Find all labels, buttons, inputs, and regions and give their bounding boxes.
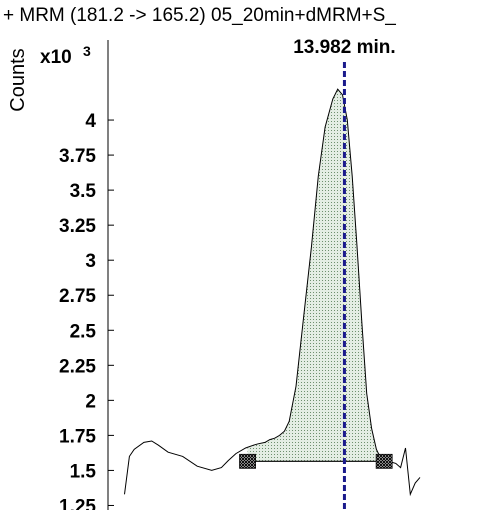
y-tick-label: 3.75 [59, 146, 96, 167]
y-tick-label: 1.25 [59, 496, 96, 510]
y-tick-label: 2 [85, 391, 96, 412]
trace [124, 88, 421, 497]
y-tick-label: 3.25 [59, 216, 96, 237]
chart-title: + MRM (181.2 -> 165.2) 05_20min+dMRM+S_ [3, 5, 396, 26]
y-tick-label: 2.5 [70, 321, 97, 342]
retention-time-label: 13.982 min. [293, 37, 395, 58]
trace-line [124, 88, 421, 497]
y-multiplier-label: x10 3 [40, 43, 91, 68]
y-axis-ticks: 1.25 1.5 1.75 2 2.25 2.5 2.75 3 3.25 3.5 3.75 4 [59, 111, 114, 510]
y-tick-label: 3 [85, 251, 96, 272]
integration-start-marker [239, 453, 256, 469]
y-tick-label: 2.75 [59, 286, 96, 307]
integration-end-marker [375, 453, 393, 469]
y-tick-label: 4 [85, 111, 96, 132]
y-tick-label: 2.25 [59, 356, 96, 377]
y-axis-label: Counts [7, 48, 29, 111]
y-multiplier-exponent: 3 [83, 43, 91, 59]
y-multiplier-base: x10 [40, 47, 72, 68]
y-tick-label: 3.5 [70, 181, 97, 202]
y-tick-label: 1.75 [59, 426, 96, 447]
y-tick-label: 1.5 [70, 461, 97, 482]
integration-markers [239, 453, 393, 469]
peak-area [247, 89, 385, 462]
peak-area-fill [247, 89, 385, 462]
